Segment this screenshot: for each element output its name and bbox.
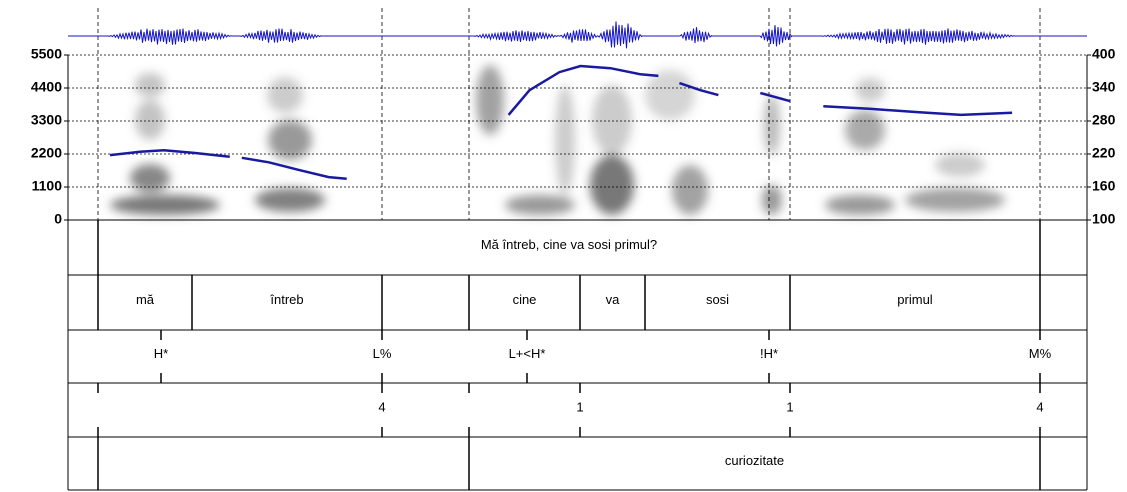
point-label: !H* <box>760 346 778 361</box>
interval-label: curiozitate <box>725 453 784 468</box>
interval-label: cine <box>513 292 537 307</box>
point-label: M% <box>1029 346 1052 361</box>
y-tick-label: 5500 <box>31 46 62 62</box>
interval-label: întreb <box>269 292 303 307</box>
interval-label: sosi <box>706 292 729 307</box>
y2-tick-label: 400 <box>1092 46 1116 62</box>
point-label: 4 <box>1036 399 1043 414</box>
y-tick-label: 4400 <box>31 79 62 95</box>
interval-label: primul <box>897 292 933 307</box>
point-label: L+<H* <box>509 346 546 361</box>
y-tick-label: 0 <box>54 211 62 227</box>
y-tick-label: 1100 <box>32 178 63 194</box>
y-tick-label: 2200 <box>31 145 62 161</box>
interval-label: mă <box>136 292 155 307</box>
y2-tick-label: 280 <box>1092 112 1116 128</box>
waveform <box>68 21 1087 49</box>
point-label: 4 <box>378 399 385 414</box>
point-label: 1 <box>576 399 583 414</box>
interval-label: va <box>606 292 621 307</box>
point-label: H* <box>154 346 168 361</box>
y2-tick-label: 340 <box>1092 79 1116 95</box>
textgrid: Mă întreb, cine va sosi primul? mă întreb c… <box>67 219 1088 491</box>
interval-label: Mă întreb, cine va sosi primul? <box>481 237 657 252</box>
point-label: 1 <box>786 399 793 414</box>
y2-tick-label: 220 <box>1092 145 1116 161</box>
spectrogram <box>110 65 1005 215</box>
pitch-track <box>109 64 1013 181</box>
y-tick-label: 3300 <box>31 112 62 128</box>
y2-tick-label: 100 <box>1092 211 1116 227</box>
point-label: L% <box>373 346 392 361</box>
y2-tick-label: 160 <box>1092 178 1116 194</box>
